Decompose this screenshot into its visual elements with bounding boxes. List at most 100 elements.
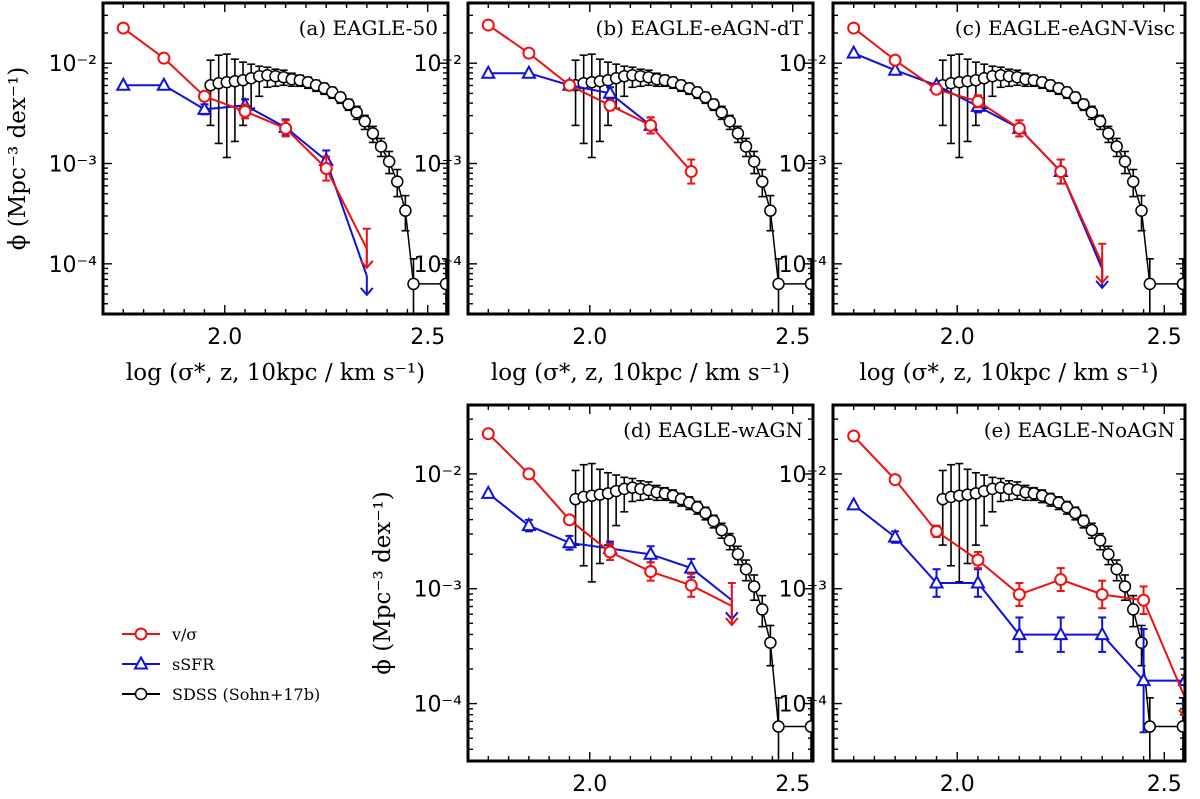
vsig-point <box>1137 593 1151 607</box>
x-tick-label: 2.5 <box>1147 772 1182 797</box>
ssfr-point <box>521 64 537 79</box>
vsig-upper-limit-arrow <box>1178 709 1185 719</box>
ssfr-upper-limit-arrow <box>360 287 374 297</box>
panel-2: 2.0 2.5 10⁻² 10⁻³ 10⁻⁴ (c) EAGLE-eAGN-Visc log… <box>779 1 1187 386</box>
ssfr-point <box>156 76 172 91</box>
vsig-point <box>847 429 861 443</box>
x-tick-label: 2.5 <box>775 772 810 797</box>
ssfr-point <box>887 528 903 543</box>
y-tick-label: 10⁻³ <box>779 153 827 178</box>
sdss-point <box>1077 98 1090 111</box>
legend-marker <box>134 627 148 641</box>
sdss-point <box>772 277 785 291</box>
x-tick-label: 2.0 <box>572 325 607 350</box>
y-tick-label: 10⁻⁴ <box>49 253 98 278</box>
y-tick-label: 10⁻² <box>414 52 462 77</box>
sdss-point <box>1060 500 1074 514</box>
ssfr-point <box>683 559 699 574</box>
sdss-point <box>342 98 355 111</box>
sdss-point <box>1077 514 1090 528</box>
sdss-point <box>366 127 380 140</box>
vsig-line <box>487 432 733 607</box>
ssfr-point <box>480 64 496 79</box>
vsig-point <box>197 89 211 103</box>
ssfr-point <box>928 574 945 589</box>
ssfr-point <box>970 574 986 589</box>
ssfr-point <box>1053 626 1069 641</box>
sdss-point <box>1093 115 1107 128</box>
sdss-point <box>772 720 785 733</box>
y-tick-label: 10⁻⁴ <box>414 253 463 278</box>
sdss-point <box>707 98 720 111</box>
y-tick-label: 10⁻² <box>49 52 97 77</box>
sdss-point <box>1176 277 1185 291</box>
sdss-point <box>764 636 777 649</box>
vsig-point <box>522 46 536 60</box>
sdss-point <box>699 91 712 104</box>
vsig-point <box>847 21 861 35</box>
legend-label: SDSS (Sohn+17b) <box>172 685 320 704</box>
legend-label: v/σ <box>171 625 197 644</box>
sdss-point <box>407 277 420 291</box>
panel-frame <box>466 403 815 763</box>
ssfr-point <box>1094 626 1110 641</box>
sdss-point <box>1135 204 1148 217</box>
plot-area <box>846 21 1185 314</box>
vsig-point <box>971 94 985 108</box>
x-axis-label: log (σ*, z, 10kpc / km s⁻¹) <box>126 360 425 386</box>
x-tick-label: 2.5 <box>775 325 810 350</box>
sdss-point <box>1110 140 1123 153</box>
panel-1: 2.0 2.5 10⁻² 10⁻³ 10⁻⁴ (b) EAGLE-eAGN-dT log (… <box>414 1 815 386</box>
panel-0: 2.0 2.5 10⁻² 10⁻³ 10⁻⁴ (a) EAGLE-50 log (σ*, z… <box>5 1 450 386</box>
vsig-point <box>238 104 252 118</box>
legend-label: sSFR <box>172 655 215 674</box>
plot-area <box>115 21 448 314</box>
sdss-point <box>707 514 720 528</box>
sdss-point <box>1118 580 1132 593</box>
sdss-point <box>1085 106 1099 119</box>
y-tick-label: 10⁻⁴ <box>779 253 828 278</box>
sdss-point <box>374 140 388 153</box>
sdss-point <box>350 106 363 119</box>
vsig-point <box>1095 587 1109 601</box>
sdss-point <box>804 720 813 733</box>
panel-frame <box>466 1 815 316</box>
sdss-point <box>1118 155 1132 168</box>
vsig-point <box>319 162 333 176</box>
sdss-point <box>1143 277 1157 291</box>
ssfr-upper-limit-arrow <box>1095 280 1109 290</box>
vsig-point <box>684 578 698 592</box>
vsig-point <box>930 82 944 96</box>
y-tick-label: 10⁻³ <box>49 153 97 178</box>
y-tick-label: 10⁻⁴ <box>414 693 463 718</box>
sdss-line <box>575 486 811 728</box>
vsig-point <box>522 467 536 481</box>
panel-title: (a) EAGLE-50 <box>299 16 438 40</box>
vsig-point <box>644 118 658 132</box>
legend: v/σ sSFR SDSS (Sohn+17b) <box>122 625 320 704</box>
sdss-point <box>1069 91 1082 104</box>
sdss-point <box>715 106 728 119</box>
sdss-point <box>731 548 745 561</box>
vsig-point <box>930 524 944 538</box>
sdss-point <box>747 580 761 593</box>
y-tick-label: 10⁻³ <box>414 153 462 178</box>
panel-title: (c) EAGLE-eAGN-Visc <box>955 16 1175 40</box>
vsig-point <box>481 427 495 441</box>
vsig-point <box>562 513 576 527</box>
sdss-point <box>1110 562 1123 576</box>
sdss-point <box>399 204 412 217</box>
vsig-upper-limit-arrow <box>1095 275 1109 285</box>
ssfr-point <box>480 484 496 499</box>
sdss-point <box>756 175 769 188</box>
ssfr-point <box>1135 672 1152 687</box>
sdss-point <box>715 523 728 537</box>
x-axis-label: log (σ*, z, 10kpc / km s⁻¹) <box>859 360 1158 386</box>
y-tick-label: 10⁻² <box>414 463 462 488</box>
vsig-point <box>157 51 171 65</box>
panel-title: (b) EAGLE-eAGN-dT <box>596 16 804 40</box>
panel-frame <box>831 403 1187 763</box>
sdss-point <box>1135 636 1148 649</box>
sdss-point <box>747 155 761 168</box>
x-tick-label: 2.0 <box>940 325 975 350</box>
